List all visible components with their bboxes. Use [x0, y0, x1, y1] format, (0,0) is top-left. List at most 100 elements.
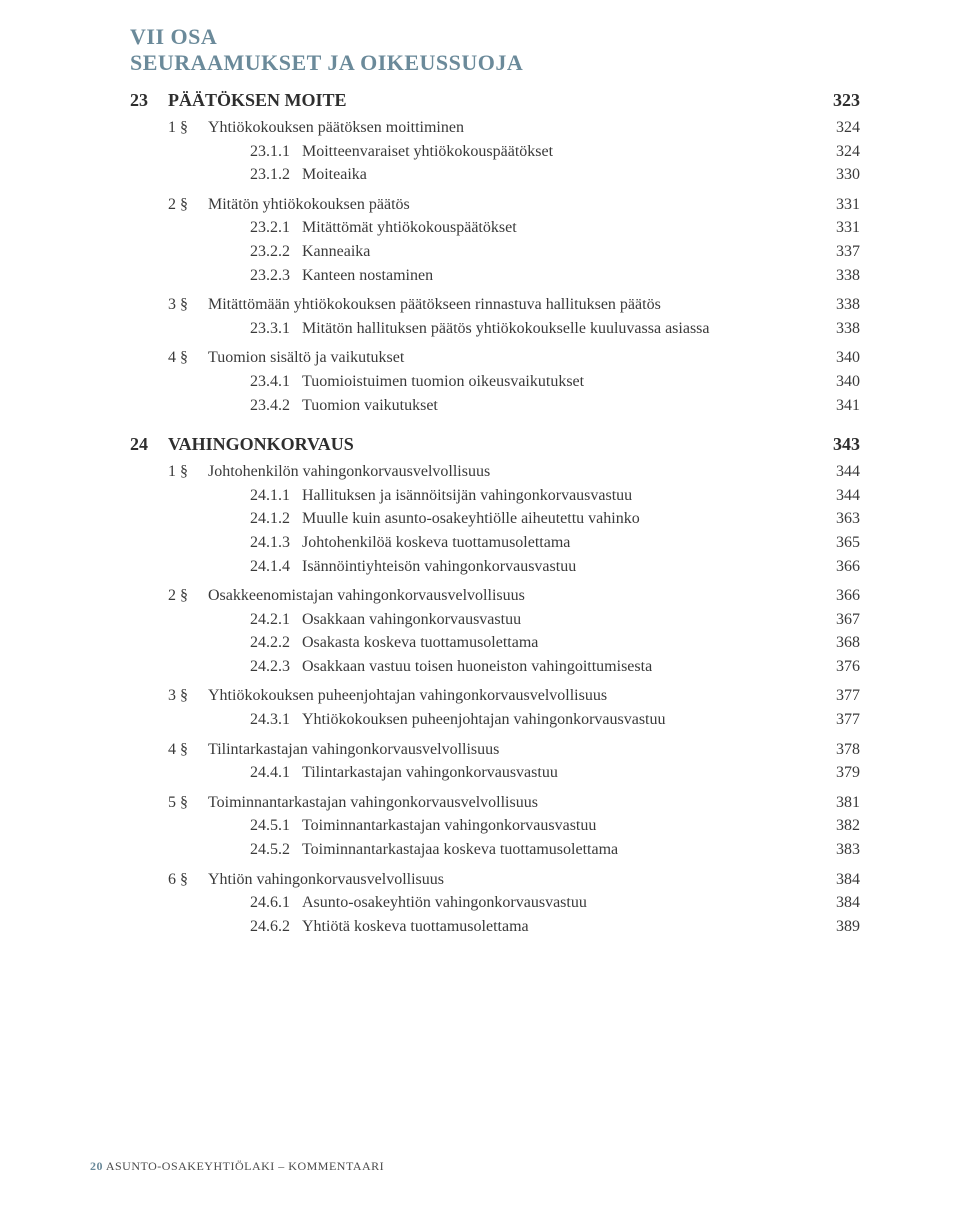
section-block: 1 §Yhtiökokouksen päätöksen moittiminen3…	[130, 117, 860, 186]
subsection-number: 23.3.1	[250, 318, 302, 340]
part-label: VII OSA	[130, 24, 860, 50]
subsection-number: 24.2.2	[250, 632, 302, 654]
section-row: 1 §Yhtiökokouksen päätöksen moittiminen3…	[168, 117, 860, 139]
subsection-page: 376	[810, 656, 860, 678]
section-page: 378	[810, 739, 860, 761]
toc-page: VII OSA SEURAAMUKSET JA OIKEUSSUOJA 23PÄ…	[0, 0, 960, 1210]
section-block: 5 § Toiminnantarkastajan vahingonkorvausv…	[130, 792, 860, 861]
subsection-number: 23.2.2	[250, 241, 302, 263]
section-number: 2 §	[168, 585, 208, 607]
subsection-title: Asunto-osakeyhtiön vahingonkorvausvastuu	[302, 892, 810, 914]
subsection-number: 24.1.3	[250, 532, 302, 554]
subsection-title: Kanteen nostaminen	[302, 265, 810, 287]
subsection-row: 24.3.1Yhtiökokouksen puheenjohtajan vahi…	[250, 709, 860, 731]
subsection-number: 23.1.1	[250, 141, 302, 163]
subsection-title: Yhtiötä koskeva tuottamusolettama	[302, 916, 810, 938]
subsection-page: 331	[810, 217, 860, 239]
section-block: 3 §Yhtiökokouksen puheenjohtajan vahingo…	[130, 685, 860, 730]
subsection-page: 324	[810, 141, 860, 163]
subsection-page: 377	[810, 709, 860, 731]
section-block: 2 §Mitätön yhtiökokouksen päätös33123.2.…	[130, 194, 860, 286]
subsection-title: Osakkaan vahingonkorvausvastuu	[302, 609, 810, 631]
section-title: Yhtiökokouksen päätöksen moittiminen	[208, 117, 810, 139]
section-number: 6 §	[168, 869, 208, 891]
section-row: 4 §Tuomion sisältö ja vaikutukset340	[168, 347, 860, 369]
section-row: 6 §Yhtiön vahingonkorvausvelvollisuus384	[168, 869, 860, 891]
subsection-number: 24.1.4	[250, 556, 302, 578]
subsection-page: 330	[810, 164, 860, 186]
section-row: 1 §Johtohenkilön vahingonkorvausvelvolli…	[168, 461, 860, 483]
section-page: 384	[810, 869, 860, 891]
section-title: Osakkeenomistajan vahingonkorvausvelvoll…	[208, 585, 810, 607]
subsection-title: Osakkaan vastuu toisen huoneiston vahing…	[302, 656, 810, 678]
subsection-row: 24.6.2Yhtiötä koskeva tuottamusolettama3…	[250, 916, 860, 938]
subsection-page: 344	[810, 485, 860, 507]
section-number: 3 §	[168, 685, 208, 707]
subsection-row: 24.2.3Osakkaan vastuu toisen huoneiston …	[250, 656, 860, 678]
subsection-title: Muulle kuin asunto-osakeyhtiölle aiheute…	[302, 508, 810, 530]
subsection-number: 24.3.1	[250, 709, 302, 731]
subsection-number: 24.1.1	[250, 485, 302, 507]
section-title: Mitätön yhtiökokouksen päätös	[208, 194, 810, 216]
subsection-number: 23.1.2	[250, 164, 302, 186]
chapter-number: 23	[130, 90, 168, 111]
subsection-number: 24.4.1	[250, 762, 302, 784]
subsection-page: 382	[810, 815, 860, 837]
subsection-row: 24.1.4Isännöintiyhteisön vahingonkorvaus…	[250, 556, 860, 578]
section-block: 6 §Yhtiön vahingonkorvausvelvollisuus384…	[130, 869, 860, 938]
subsection-number: 23.2.3	[250, 265, 302, 287]
chapter-title: VAHINGONKORVAUS	[168, 434, 810, 455]
subsection-page: 367	[810, 609, 860, 631]
section-row: 5 §Toiminnantarkastajan vahingonkorvausv…	[168, 792, 860, 814]
subsection-page: 340	[810, 371, 860, 393]
subsection-title: Mitätön hallituksen päätös yhtiökokoukse…	[302, 318, 810, 340]
subsection-page: 341	[810, 395, 860, 417]
section-row: 3 §Yhtiökokouksen puheenjohtajan vahingo…	[168, 685, 860, 707]
subsection-page: 383	[810, 839, 860, 861]
chapter-row: 24VAHINGONKORVAUS343	[130, 434, 860, 455]
subsection-title: Toiminnantarkastajan vahingonkorvausvast…	[302, 815, 810, 837]
subsection-title: Toiminnantarkastajaa koskeva tuottamusol…	[302, 839, 810, 861]
section-title: Mitättömään yhtiökokouksen päätökseen ri…	[208, 294, 810, 316]
subsection-row: 23.2.1Mitättömät yhtiökokouspäätökset331	[250, 217, 860, 239]
section-page: 338	[810, 294, 860, 316]
chapter-row: 23PÄÄTÖKSEN MOITE323	[130, 90, 860, 111]
subsection-row: 24.5.2Toiminnantarkastajaa koskeva tuott…	[250, 839, 860, 861]
subsection-row: 24.1.3Johtohenkilöä koskeva tuottamusole…	[250, 532, 860, 554]
part-title: SEURAAMUKSET JA OIKEUSSUOJA	[130, 50, 860, 76]
subsection-row: 23.4.1Tuomioistuimen tuomion oikeusvaiku…	[250, 371, 860, 393]
subsection-title: Mitättömät yhtiökokouspäätökset	[302, 217, 810, 239]
subsection-page: 379	[810, 762, 860, 784]
section-row: 3 §Mitättömään yhtiökokouksen päätökseen…	[168, 294, 860, 316]
subsection-row: 24.2.2Osakasta koskeva tuottamusolettama…	[250, 632, 860, 654]
section-page: 366	[810, 585, 860, 607]
subsection-number: 24.6.1	[250, 892, 302, 914]
section-title: Tilintarkastajan vahingonkorvausvelvolli…	[208, 739, 810, 761]
subsection-page: 368	[810, 632, 860, 654]
subsection-page: 389	[810, 916, 860, 938]
chapter-page: 343	[810, 434, 860, 455]
subsection-row: 23.1.2Moiteaika330	[250, 164, 860, 186]
subsection-title: Moitteenvaraiset yhtiökokouspäätökset	[302, 141, 810, 163]
footer-book-title: ASUNTO-OSAKEYHTIÖLAKI – KOMMENTAARI	[106, 1159, 384, 1173]
subsection-title: Tilintarkastajan vahingonkorvausvastuu	[302, 762, 810, 784]
section-title: Yhtiön vahingonkorvausvelvollisuus	[208, 869, 810, 891]
section-title: Tuomion sisältö ja vaikutukset	[208, 347, 810, 369]
subsection-row: 23.4.2Tuomion vaikutukset341	[250, 395, 860, 417]
subsection-page: 363	[810, 508, 860, 530]
section-number: 1 §	[168, 117, 208, 139]
subsection-number: 24.1.2	[250, 508, 302, 530]
subsection-number: 24.6.2	[250, 916, 302, 938]
section-number: 5 §	[168, 792, 208, 814]
subsection-number: 23.2.1	[250, 217, 302, 239]
chapter-page: 323	[810, 90, 860, 111]
page-footer: 20 ASUNTO-OSAKEYHTIÖLAKI – KOMMENTAARI	[90, 1159, 384, 1174]
section-row: 2 §Mitätön yhtiökokouksen päätös331	[168, 194, 860, 216]
section-block: 2 §Osakkeenomistajan vahingonkorvausvelv…	[130, 585, 860, 677]
section-number: 4 §	[168, 347, 208, 369]
subsection-title: Tuomioistuimen tuomion oikeusvaikutukset	[302, 371, 810, 393]
subsection-page: 366	[810, 556, 860, 578]
subsection-page: 365	[810, 532, 860, 554]
section-page: 331	[810, 194, 860, 216]
section-number: 4 §	[168, 739, 208, 761]
